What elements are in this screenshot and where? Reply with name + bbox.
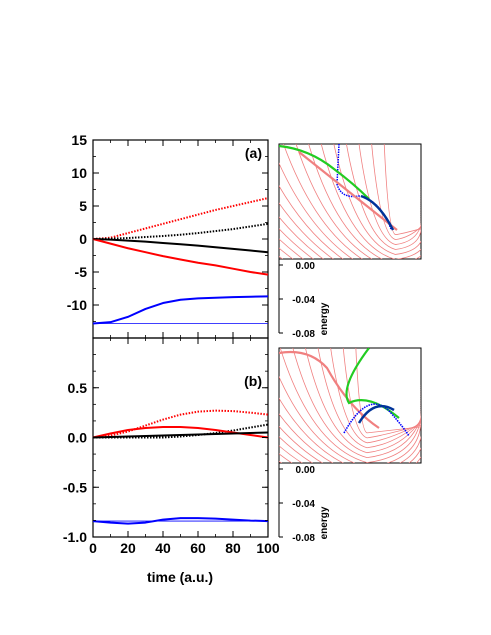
- y-tick-label: -0.5: [63, 479, 87, 495]
- y-tick-label: 0: [79, 231, 87, 247]
- energy-tick-label: -0.08: [292, 533, 315, 544]
- contour-line: [283, 144, 421, 259]
- energy-axis-label: energy: [319, 506, 330, 539]
- y-tick-label: -1.0: [63, 529, 87, 545]
- contour-line: [295, 144, 421, 259]
- energy-axis-label: energy: [319, 302, 330, 335]
- series-line-0: [92, 197, 269, 240]
- contour-line: [355, 348, 421, 434]
- energy-tick-label: 0.00: [296, 261, 316, 272]
- contour-line: [292, 348, 421, 459]
- y-tick-label: -10: [67, 297, 87, 313]
- inset-b: 0.00 -0.04 -0.08 energy: [278, 347, 422, 544]
- contour-line: [279, 375, 421, 463]
- contour-line: [358, 144, 421, 245]
- inset-a-trajectories: [279, 144, 398, 231]
- contour-line: [383, 144, 421, 236]
- contour-line: [305, 348, 421, 454]
- contour-line: [371, 144, 421, 241]
- contour-line: [317, 348, 421, 449]
- series-line-4: [92, 517, 269, 525]
- inset-b-energy-axis: 0.00 -0.04 -0.08 energy: [278, 463, 330, 544]
- y-tick-label: 5: [79, 198, 87, 214]
- y-tick-label: -5: [75, 264, 88, 280]
- x-tick-label: 60: [190, 540, 206, 556]
- panel-a-label: (a): [245, 145, 262, 161]
- x-tick-label: 80: [225, 540, 241, 556]
- series-line-3: [92, 431, 269, 439]
- inset-a-energy-axis: 0.00 -0.04 -0.08 energy: [278, 259, 330, 340]
- y-tick-label: 0.5: [68, 380, 88, 396]
- inset-b-contour-frame: [278, 347, 422, 464]
- trajectory-pink: [298, 151, 398, 231]
- energy-tick-label: -0.04: [292, 499, 315, 510]
- x-tick-label: 40: [155, 540, 171, 556]
- contour-line: [320, 144, 421, 259]
- y-tick-label: 15: [71, 132, 87, 148]
- panel-a-frame: [92, 139, 269, 339]
- trajectory-green: [279, 144, 370, 200]
- x-tick-label: 0: [89, 540, 97, 556]
- contour-line: [279, 397, 421, 463]
- inset-a: 0.00 -0.04 -0.08 energy: [278, 143, 422, 340]
- contour-line: [279, 162, 421, 259]
- contour-line: [279, 185, 421, 259]
- panel-b-label: (b): [244, 373, 262, 389]
- trajectory-navy: [357, 404, 395, 424]
- panel-b: 0.5 0.0 -0.5 -1.00 20 40 60 80 100 (b): [63, 337, 280, 556]
- series-line-1: [92, 222, 269, 240]
- series-line-2: [92, 238, 269, 254]
- series-line-3: [92, 238, 269, 276]
- energy-tick-label: 0.00: [296, 465, 316, 476]
- trajectory-navy: [360, 194, 395, 231]
- y-tick-label: 0.0: [68, 430, 88, 446]
- x-axis-label: time (a.u.): [147, 569, 213, 585]
- x-tick-label: 20: [120, 540, 136, 556]
- energy-tick-label: -0.08: [292, 329, 315, 340]
- contour-line: [279, 348, 421, 463]
- y-tick-label: 10: [71, 165, 87, 181]
- energy-tick-label: -0.04: [292, 295, 315, 306]
- series-line-0: [92, 409, 269, 439]
- inset-b-trajectories: [279, 348, 410, 437]
- series-line-1: [93, 423, 269, 439]
- contour-line: [279, 202, 421, 259]
- x-tick-label: 100: [256, 540, 280, 556]
- series-line-4: [92, 295, 269, 325]
- contour-line: [308, 144, 421, 259]
- panel-a: 15 10 5 0 -5 -10 (a): [67, 132, 269, 339]
- trajectory-blue-dotted: [343, 403, 410, 437]
